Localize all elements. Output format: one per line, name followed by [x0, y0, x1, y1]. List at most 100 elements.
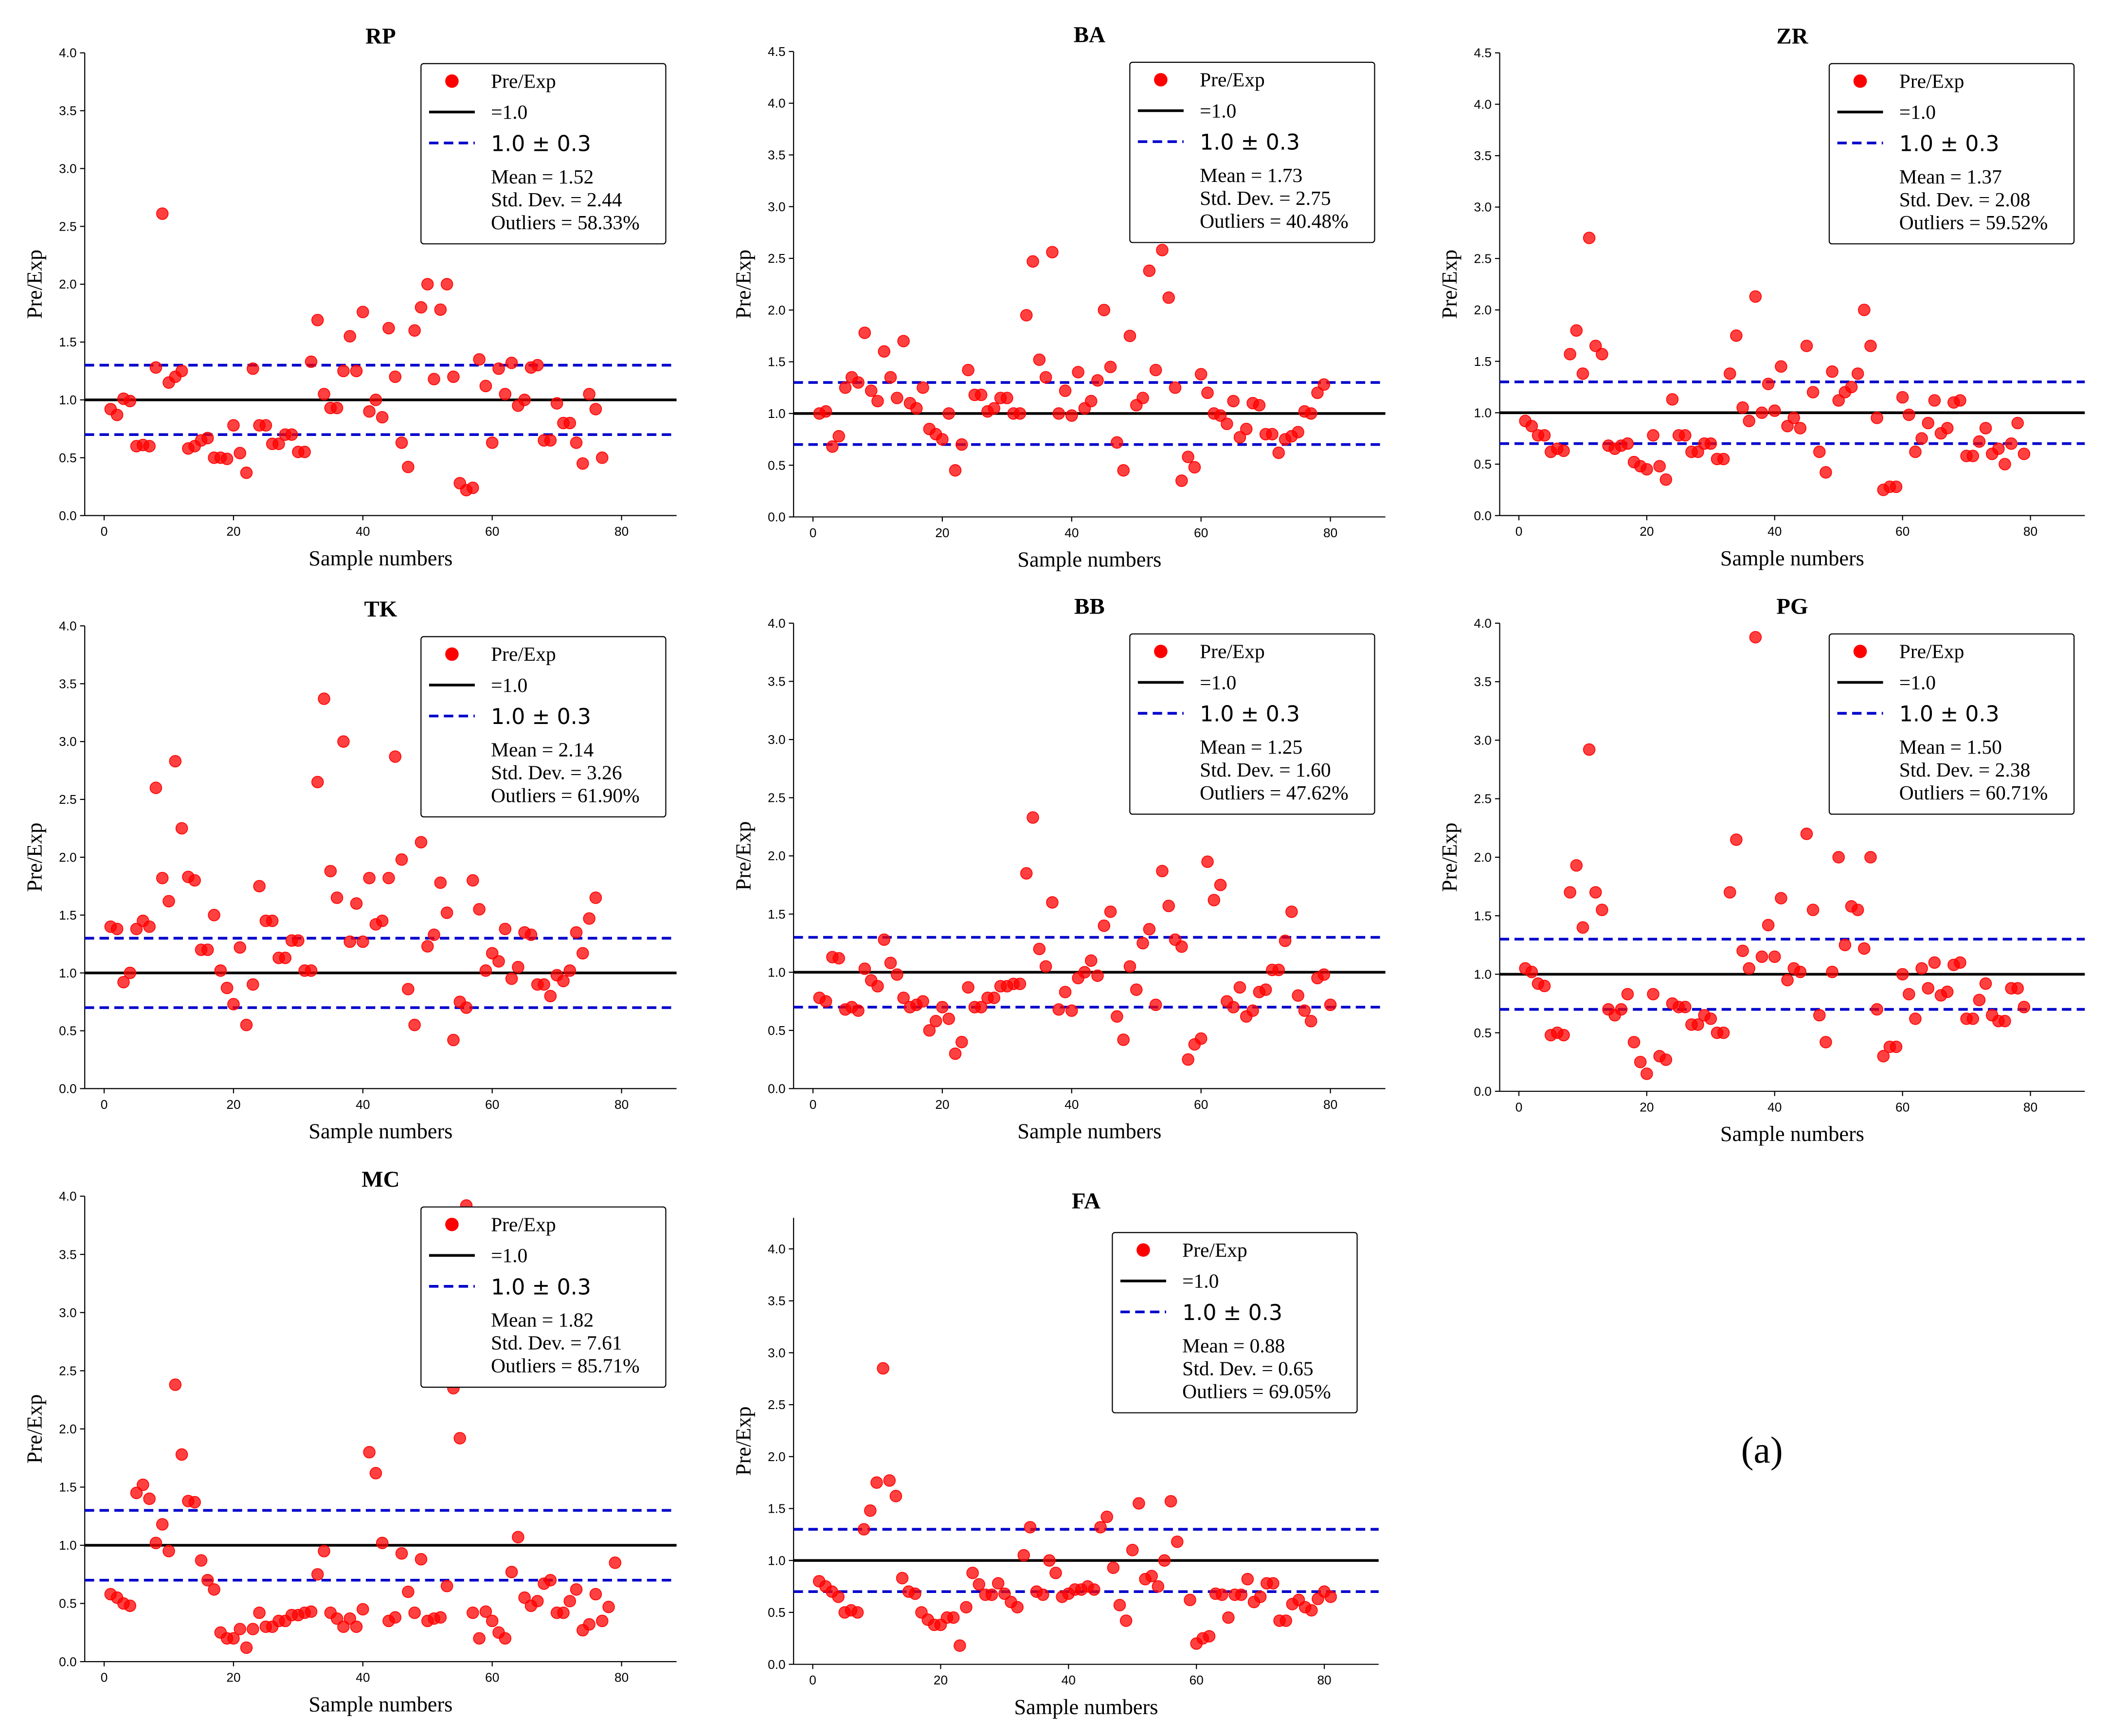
stat-mean: Mean = 1.50	[1899, 736, 2002, 758]
data-point	[1175, 474, 1188, 487]
data-point	[1647, 429, 1659, 442]
data-point	[1794, 965, 1807, 978]
data-point	[1221, 417, 1233, 430]
x-tick-label: 80	[1317, 1673, 1331, 1687]
data-point	[1039, 960, 1052, 973]
y-axis-label: Pre/Exp	[1438, 250, 1461, 319]
data-point	[2018, 1001, 2031, 1013]
data-point	[1324, 1591, 1337, 1603]
data-point	[1775, 892, 1787, 904]
data-point	[479, 1605, 492, 1618]
data-point	[1627, 1036, 1640, 1049]
data-point	[1013, 977, 1027, 990]
data-point	[909, 1587, 921, 1600]
data-point	[1999, 1014, 2011, 1028]
data-point	[1928, 394, 1941, 407]
y-tick-label: 3.0	[768, 199, 786, 214]
data-point	[337, 364, 350, 378]
data-point	[201, 1574, 214, 1587]
data-point	[1576, 921, 1589, 934]
data-point	[343, 1612, 356, 1625]
data-point	[143, 440, 156, 452]
data-point	[1084, 395, 1098, 408]
x-tick-label: 0	[810, 1097, 817, 1112]
legend-label-band: 1.0 ± 0.3	[491, 705, 591, 729]
chart-title: RP	[365, 23, 396, 49]
data-point	[499, 922, 512, 936]
y-tick-label: 1.0	[59, 393, 76, 407]
data-point	[440, 906, 453, 919]
data-point	[1826, 365, 1839, 378]
y-tick-label: 1.0	[768, 965, 786, 979]
legend-label-points: Pre/Exp	[1899, 70, 1965, 92]
data-point	[1570, 859, 1583, 872]
data-point	[1104, 361, 1117, 373]
data-point	[1233, 431, 1246, 444]
y-tick-label: 1.0	[59, 966, 76, 980]
y-tick-label: 3.0	[59, 1305, 76, 1320]
data-point	[1078, 966, 1091, 978]
legend-box	[1129, 633, 1375, 815]
data-point	[596, 1614, 609, 1628]
y-tick-label: 0.5	[59, 451, 76, 465]
data-point	[1088, 1583, 1100, 1596]
x-tick-label: 40	[356, 1670, 370, 1685]
data-point	[589, 1588, 602, 1601]
data-point	[1653, 460, 1666, 472]
y-tick-label: 4.0	[768, 1242, 786, 1256]
legend-label-ref: =1.0	[1899, 671, 1936, 693]
y-tick-label: 0.0	[768, 1082, 786, 1096]
data-point	[402, 983, 415, 995]
data-point	[1692, 1018, 1704, 1031]
y-tick-label: 1.0	[59, 1538, 76, 1553]
legend-box	[420, 636, 667, 818]
data-point	[1973, 994, 1986, 1007]
data-point	[1267, 1577, 1280, 1590]
data-point	[389, 1611, 402, 1624]
data-point	[570, 1583, 583, 1596]
data-point	[1162, 900, 1175, 912]
data-point	[609, 1556, 622, 1569]
stat-mean: Mean = 1.52	[491, 165, 594, 188]
chart-title: BB	[1074, 594, 1105, 619]
data-point	[1272, 963, 1285, 976]
legend-label-ref: =1.0	[1899, 101, 1936, 123]
data-point	[1143, 264, 1156, 277]
data-point	[891, 392, 903, 404]
stat-mean: Mean = 1.25	[1200, 736, 1302, 758]
data-point	[486, 436, 499, 449]
x-tick-label: 20	[935, 1097, 949, 1112]
data-point	[447, 370, 460, 383]
data-point	[363, 405, 376, 418]
y-tick-label: 3.5	[1474, 674, 1492, 689]
data-point	[858, 962, 871, 975]
data-point	[434, 876, 447, 889]
subplot-pg: PG 0.0 0.5 1.0 1.5 2.0 2.5 3.0 3.5 4.0 0 20 40 60 80 Sa…	[1438, 594, 2085, 1146]
data-point	[949, 464, 962, 477]
data-point	[1222, 1611, 1235, 1624]
y-tick-label: 4.0	[1474, 616, 1492, 631]
subplot-tk: TK 0.0 0.5 1.0 1.5 2.0 2.5 3.0 3.5 4.0 0 20 40 60 80 Sa…	[23, 597, 677, 1143]
data-point	[298, 446, 311, 458]
data-point	[570, 926, 583, 939]
data-point	[1538, 429, 1551, 442]
data-point	[1800, 340, 1813, 352]
data-point	[124, 966, 136, 979]
data-point	[247, 978, 259, 991]
data-point	[954, 1639, 966, 1652]
data-point	[1013, 407, 1027, 420]
data-point	[220, 452, 234, 465]
legend-marker-icon	[1154, 645, 1168, 658]
data-point	[1149, 998, 1162, 1011]
data-point	[1583, 232, 1596, 244]
data-point	[330, 891, 343, 904]
y-tick-label: 0.5	[59, 1596, 76, 1611]
data-point	[1832, 851, 1845, 864]
data-point	[1266, 428, 1279, 441]
legend-box	[1828, 633, 2075, 815]
data-point	[1214, 879, 1227, 891]
data-point	[962, 981, 974, 994]
stat-std-dev: Std. Dev. = 2.38	[1899, 759, 2031, 781]
data-point	[467, 481, 479, 494]
data-point	[518, 1591, 531, 1604]
